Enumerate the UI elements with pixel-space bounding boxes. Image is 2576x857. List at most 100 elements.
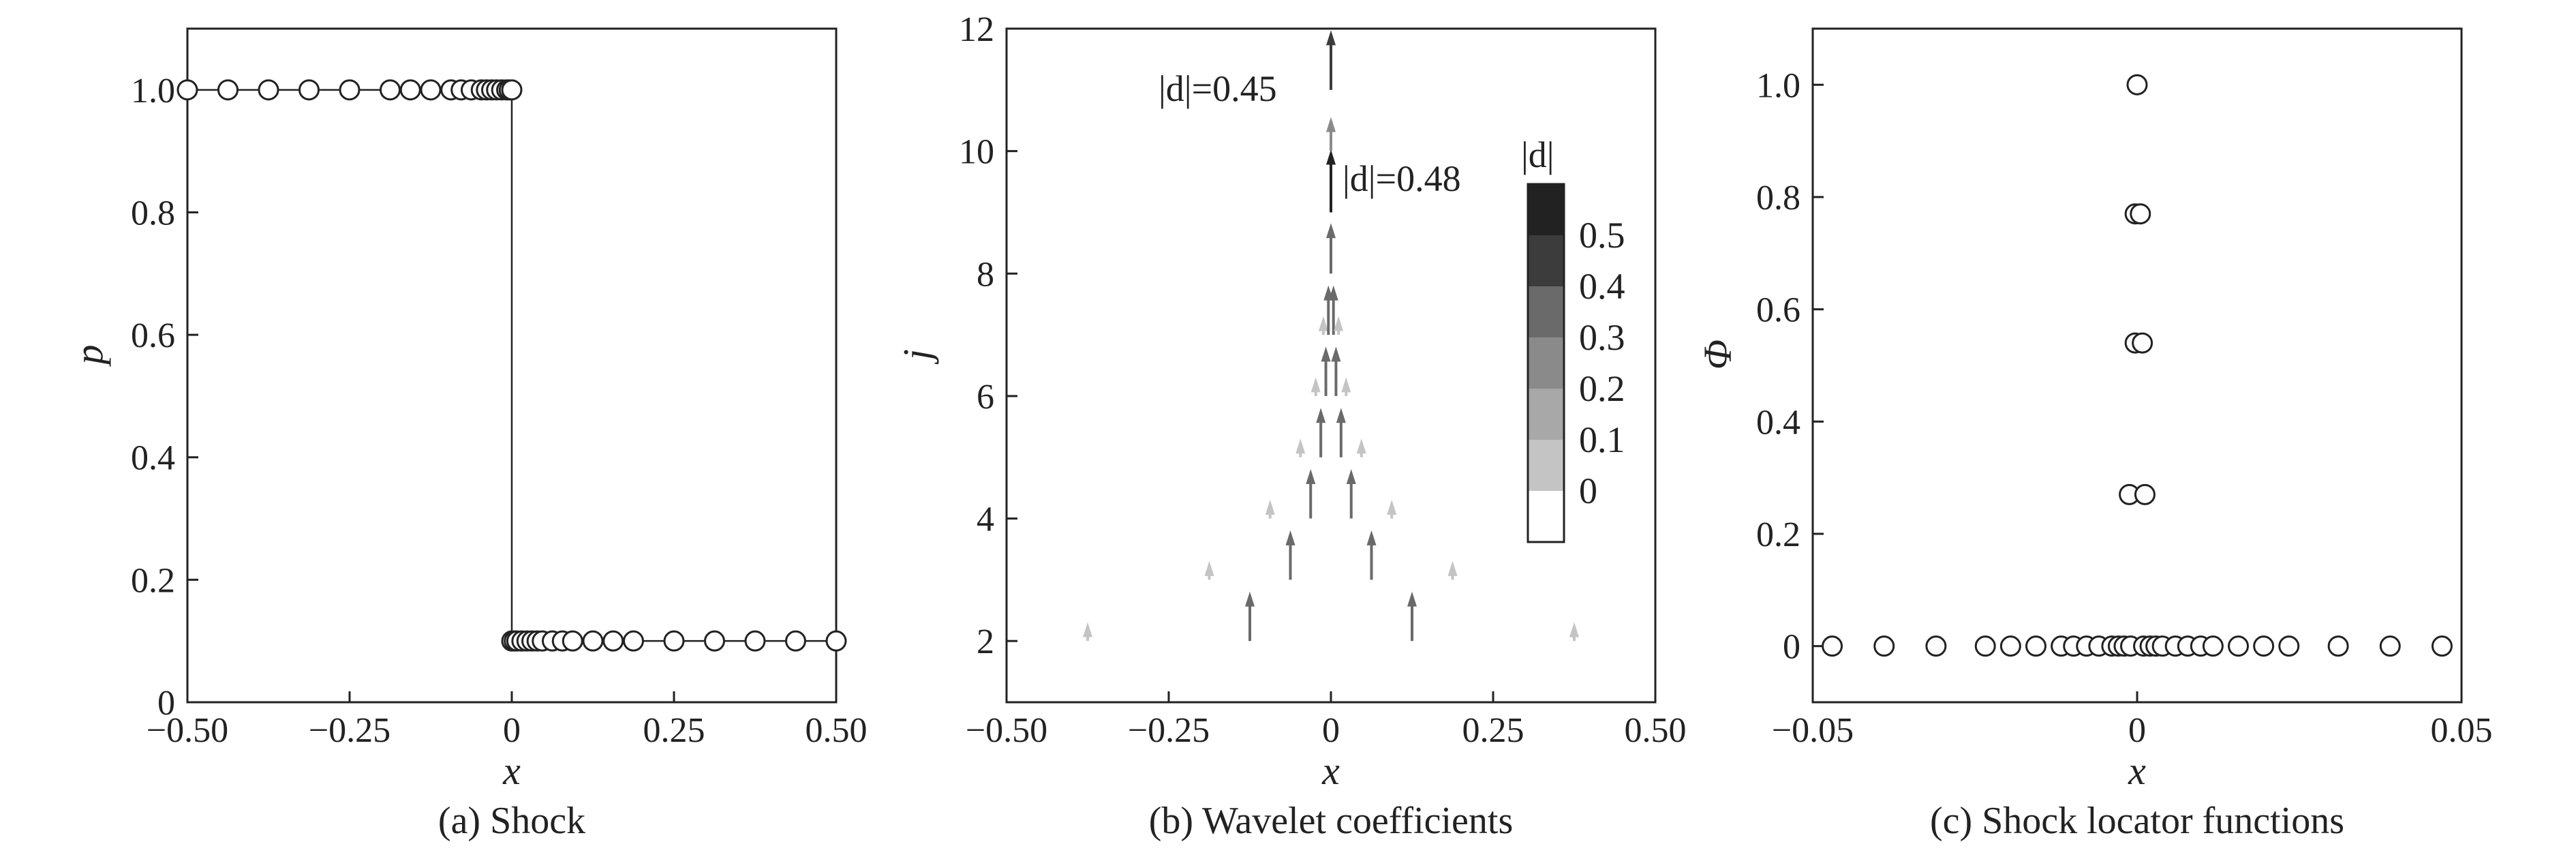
y-tick-label: 8	[977, 255, 994, 294]
y-tick-label: 1.0	[131, 72, 175, 110]
panel-c-marks	[1822, 74, 2453, 657]
coefficient-arrow-head	[1318, 316, 1328, 331]
data-point	[602, 630, 624, 652]
x-tick-label: 0.25	[643, 711, 705, 750]
coefficient-arrow-head	[1326, 149, 1336, 165]
data-point	[380, 79, 401, 101]
data-point	[2253, 635, 2275, 657]
data-point	[1873, 635, 1895, 657]
coefficient-arrow-head	[1356, 438, 1366, 454]
coefficient-arrow-head	[1366, 530, 1377, 545]
panel-c-xlabel: x	[2128, 749, 2146, 793]
colorbar-level-label: 0.2	[1579, 368, 1625, 409]
annotation-045: |d|=0.45	[1159, 68, 1277, 109]
coefficient-arrow-head	[1326, 223, 1336, 239]
coefficient-arrow-head	[1083, 622, 1092, 637]
y-tick-label: 0.6	[131, 316, 175, 355]
data-point	[1925, 635, 1947, 657]
data-point	[623, 630, 644, 652]
data-point	[420, 79, 442, 101]
colorbar-swatch	[1528, 440, 1564, 491]
y-tick-label: 12	[959, 10, 994, 49]
colorbar-swatch	[1528, 491, 1564, 542]
data-point	[258, 79, 279, 101]
panel-b-marks	[1083, 30, 1579, 642]
y-tick-label: 0.8	[131, 194, 175, 232]
panel-c-axes: −0.05 0 0.05 0 0.2 0.4 0.6 0.8 1.0	[1756, 66, 2493, 750]
y-tick-label: 10	[959, 133, 994, 172]
data-point	[1999, 635, 2021, 657]
data-point	[785, 630, 806, 652]
coefficient-arrow-head	[1245, 591, 1255, 607]
colorbar-swatch	[1528, 337, 1564, 389]
x-tick-label: −0.50	[966, 711, 1047, 750]
data-point	[2025, 635, 2046, 657]
panel-a-xlabel: x	[502, 749, 521, 793]
coefficient-arrow-head	[1326, 30, 1336, 46]
coefficient-arrow-head	[1326, 117, 1336, 132]
data-point	[2327, 635, 2349, 657]
coefficient-arrow-head	[1387, 500, 1397, 515]
coefficient-arrow-head	[1204, 560, 1214, 576]
data-point	[2431, 635, 2453, 657]
data-point	[704, 630, 725, 652]
y-tick-label: 0.2	[1756, 515, 1800, 554]
y-tick-label: 0.8	[1756, 179, 1800, 217]
coefficient-arrow-head	[1407, 591, 1417, 607]
coefficient-arrow-head	[1328, 285, 1338, 301]
panel-c-locator: −0.05 0 0.05 0 0.2 0.4 0.6 0.8 1.0 x Φ (c) Shock…	[1696, 27, 2493, 842]
panel-b-ylabel: j	[895, 349, 939, 365]
panel-c-caption: (c) Shock locator functions	[1930, 800, 2344, 842]
panel-a-caption: (a) Shock	[438, 800, 585, 842]
panel-c-frame	[1811, 27, 2463, 704]
colorbar-swatch	[1528, 184, 1564, 235]
annotation-048: |d|=0.48	[1343, 158, 1461, 199]
x-tick-label: −0.25	[1128, 711, 1210, 750]
x-tick-label: 0.50	[806, 711, 868, 750]
x-tick-label: −0.25	[309, 711, 390, 750]
panel-c-ylabel: Φ	[1696, 340, 1740, 370]
x-tick-label: 0	[503, 711, 521, 750]
colorbar: |d| 0 0.1 0.2 0.3 0.4 0.5	[1521, 134, 1625, 543]
data-point	[825, 630, 847, 652]
x-tick-label: 0.50	[1625, 711, 1687, 750]
colorbar-level-label: 0.1	[1579, 419, 1625, 460]
x-tick-label: −0.05	[1772, 711, 1854, 750]
data-point	[1822, 635, 1843, 657]
data-point	[501, 79, 523, 101]
colorbar-swatch	[1528, 235, 1564, 286]
panel-a-ylabel: p	[67, 345, 111, 367]
data-point	[2134, 483, 2156, 505]
data-point	[2228, 635, 2250, 657]
data-point	[2126, 74, 2148, 95]
data-point	[2132, 332, 2153, 354]
x-tick-label: −0.50	[147, 711, 228, 750]
coefficient-arrow-head	[1295, 438, 1306, 454]
coefficient-arrow-head	[1447, 560, 1458, 576]
data-point	[582, 630, 604, 652]
coefficient-arrow-head	[1310, 377, 1321, 393]
y-tick-label: 0	[157, 684, 175, 723]
x-tick-label: 0.05	[2431, 711, 2493, 750]
colorbar-level-label: 0.3	[1579, 317, 1625, 358]
data-point	[2379, 635, 2401, 657]
coefficient-arrow-head	[1306, 469, 1316, 485]
colorbar-swatch	[1528, 389, 1564, 440]
data-point	[663, 630, 685, 652]
colorbar-level-label: 0	[1579, 470, 1597, 511]
coefficient-arrow-head	[1341, 377, 1351, 393]
data-point	[562, 630, 583, 652]
y-tick-label: 6	[977, 378, 994, 417]
coefficient-arrow-head	[1569, 622, 1579, 637]
y-tick-label: 4	[977, 500, 994, 539]
coefficient-arrow-head	[1285, 530, 1295, 545]
coefficient-arrow-head	[1334, 316, 1344, 331]
colorbar-level-label: 0.4	[1579, 266, 1625, 307]
y-tick-label: 0.4	[131, 439, 175, 478]
panel-a-marks	[177, 79, 847, 652]
coefficient-arrow-head	[1331, 346, 1341, 362]
data-point	[2202, 635, 2224, 657]
